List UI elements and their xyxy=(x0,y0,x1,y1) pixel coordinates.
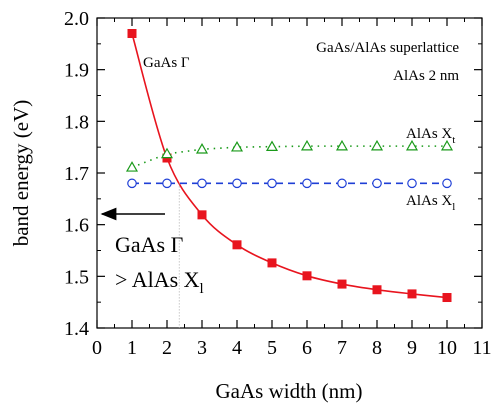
series-layer xyxy=(125,29,454,303)
y-axis: 1.4 1.5 1.6 1.7 1.8 1.9 2.0 xyxy=(64,8,482,340)
data-point xyxy=(127,29,137,38)
x-tick-label: 5 xyxy=(267,337,277,359)
crossing-label-line-2: > AlAs Xl xyxy=(115,267,204,297)
y-tick-label: 2.0 xyxy=(64,8,89,30)
series-1 xyxy=(125,139,454,172)
data-point xyxy=(370,139,384,151)
alas-xl-label-main: AlAs X xyxy=(406,193,452,209)
title-line-2: AlAs 2 nm xyxy=(393,68,459,84)
data-point xyxy=(442,293,452,303)
x-tick-label: 10 xyxy=(437,337,457,359)
data-point xyxy=(405,139,419,151)
y-axis-label: band energy (eV) xyxy=(9,100,33,247)
data-point xyxy=(197,210,207,220)
data-point xyxy=(125,161,139,172)
x-axis: 0 1 2 3 4 5 6 7 8 9 10 11 xyxy=(92,18,492,359)
alas-xt-label-main: AlAs X xyxy=(406,126,452,142)
y-tick-label: 1.9 xyxy=(64,60,89,82)
x-tick-label: 2 xyxy=(162,337,172,359)
data-point xyxy=(162,178,172,189)
crossing-label-line-2-main: > AlAs X xyxy=(115,267,200,292)
x-tick-label: 6 xyxy=(302,337,312,359)
data-point xyxy=(300,139,314,151)
x-tick-label: 9 xyxy=(407,337,417,359)
title-line-1: GaAs/AlAs superlattice xyxy=(316,40,459,56)
data-point xyxy=(335,139,349,151)
x-tick-label: 3 xyxy=(197,337,207,359)
data-point xyxy=(302,271,312,281)
data-point xyxy=(302,178,312,189)
x-tick-label: 0 xyxy=(92,337,102,359)
gaas-gamma-label: GaAs Γ xyxy=(143,55,190,71)
x-tick-label: 1 xyxy=(127,337,137,359)
data-point xyxy=(197,178,207,189)
crossing-label-line-2-sub: l xyxy=(200,281,204,297)
y-tick-label: 1.8 xyxy=(64,111,89,133)
data-point xyxy=(267,258,277,268)
data-point xyxy=(337,279,347,289)
data-point xyxy=(267,178,277,189)
data-point xyxy=(440,139,454,151)
y-tick-label: 1.6 xyxy=(64,215,89,237)
data-point xyxy=(337,178,347,189)
x-tick-label: 11 xyxy=(472,337,491,359)
alas-xl-label-sub: l xyxy=(452,201,455,213)
data-point xyxy=(407,178,417,189)
alas-xl-label: AlAs Xl xyxy=(406,193,455,213)
data-point xyxy=(127,178,137,189)
data-point xyxy=(372,178,382,189)
x-tick-label: 7 xyxy=(337,337,347,359)
data-point xyxy=(232,240,242,250)
data-point xyxy=(372,285,382,295)
series-line xyxy=(131,33,448,299)
data-point xyxy=(232,178,242,189)
series-2 xyxy=(127,178,452,189)
x-axis-label: GaAs width (nm) xyxy=(216,379,363,403)
y-tick-label: 1.5 xyxy=(64,266,89,288)
y-tick-label: 1.7 xyxy=(64,163,89,185)
y-tick-label: 1.4 xyxy=(64,318,89,340)
alas-xt-label: AlAs Xt xyxy=(406,126,455,146)
crossing-label-line-1: GaAs Γ xyxy=(115,232,184,257)
data-point xyxy=(407,289,417,299)
data-point xyxy=(160,147,174,159)
x-tick-label: 8 xyxy=(372,337,382,359)
data-point xyxy=(265,140,279,151)
x-tick-label: 4 xyxy=(232,337,242,359)
series-line xyxy=(131,145,447,169)
alas-xt-label-sub: t xyxy=(452,134,455,146)
data-point xyxy=(230,140,244,152)
data-point xyxy=(442,178,452,189)
data-point xyxy=(195,143,209,154)
